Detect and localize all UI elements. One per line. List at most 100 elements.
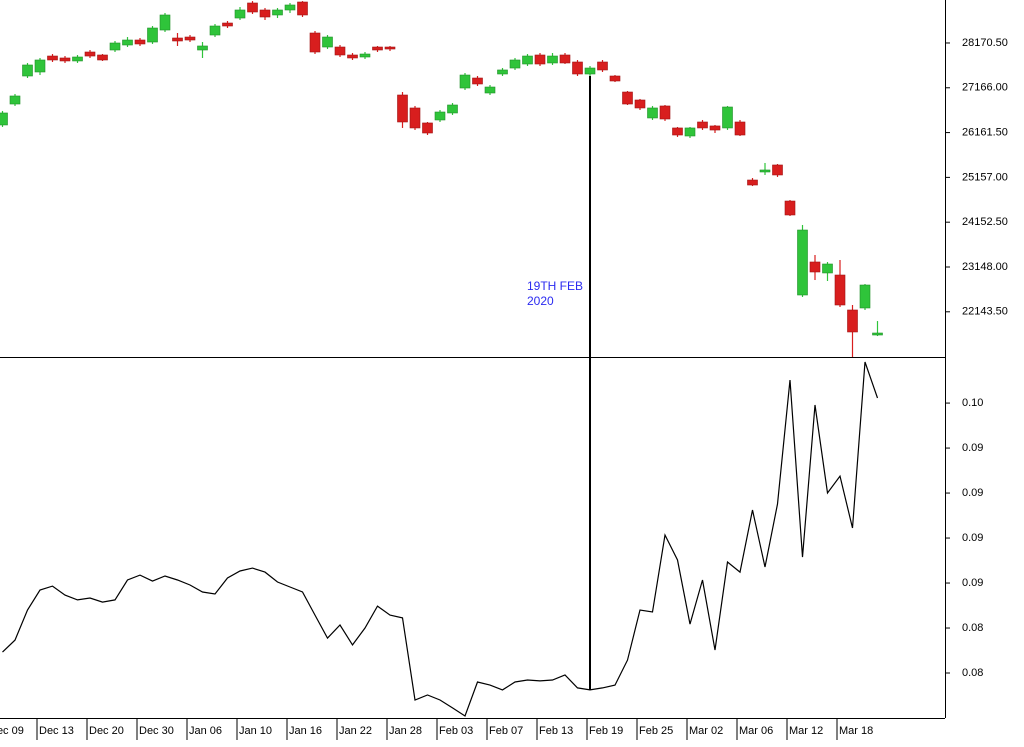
x-tick-label: Feb 25 bbox=[639, 725, 673, 737]
y-tick-label: 0.08 bbox=[962, 622, 983, 634]
candle-body bbox=[597, 61, 608, 71]
x-tick-label: Feb 03 bbox=[439, 725, 473, 737]
candle-body bbox=[434, 111, 446, 121]
x-tick-label: Mar 18 bbox=[839, 725, 873, 737]
candle-body bbox=[234, 9, 246, 19]
candle-body bbox=[509, 59, 521, 69]
x-tick-label: Feb 07 bbox=[489, 725, 523, 737]
candle-body bbox=[872, 332, 883, 336]
candle-body bbox=[797, 229, 808, 296]
x-tick-label: Feb 19 bbox=[589, 725, 623, 737]
candle-body bbox=[784, 200, 796, 216]
x-tick-label: Jan 06 bbox=[189, 725, 222, 737]
candle-body bbox=[559, 54, 571, 64]
candle-body bbox=[809, 261, 821, 273]
candle-body bbox=[372, 46, 383, 51]
candle-body bbox=[622, 91, 633, 105]
x-tick-label: Jan 10 bbox=[239, 725, 272, 737]
x-tick-label: Dec 09 bbox=[0, 725, 24, 737]
candle-body bbox=[447, 104, 458, 114]
candle-body bbox=[172, 37, 183, 42]
annotation: 19TH FEB bbox=[527, 279, 583, 293]
indicator-line bbox=[2, 361, 879, 717]
candle-body bbox=[147, 27, 158, 43]
candle-body bbox=[609, 75, 621, 82]
candle-body bbox=[709, 125, 721, 131]
candle-body bbox=[159, 14, 171, 31]
annotation: 2020 bbox=[527, 294, 554, 308]
candle-body bbox=[284, 4, 296, 11]
y-tick-label: 0.10 bbox=[962, 397, 983, 409]
candle-body bbox=[209, 25, 221, 36]
candle-body bbox=[84, 51, 96, 57]
candle-body bbox=[747, 179, 758, 186]
candle-body bbox=[47, 55, 58, 61]
x-tick-label: Mar 06 bbox=[739, 725, 773, 737]
candle-body bbox=[384, 46, 396, 50]
y-tick-label: 0.08 bbox=[962, 667, 983, 679]
plot-area bbox=[0, 1, 883, 717]
candle-body bbox=[72, 56, 83, 62]
candle-body bbox=[197, 45, 208, 51]
candle-body bbox=[297, 1, 308, 16]
x-tick-label: Dec 13 bbox=[39, 725, 74, 737]
candle-body bbox=[409, 107, 421, 129]
x-tick-label: Jan 28 bbox=[389, 725, 422, 737]
candle-body bbox=[59, 57, 71, 62]
candle-body bbox=[734, 121, 746, 136]
y-tick-label: 27166.00 bbox=[962, 82, 1008, 94]
candle-body bbox=[759, 169, 771, 173]
candle-body bbox=[659, 105, 671, 120]
candle-body bbox=[684, 127, 696, 137]
candle-body bbox=[334, 46, 346, 56]
candle-body bbox=[459, 74, 471, 89]
candle-body bbox=[547, 55, 558, 64]
candle-body bbox=[309, 32, 321, 53]
candle-body bbox=[22, 64, 33, 77]
candle-body bbox=[109, 42, 121, 51]
candle-body bbox=[422, 122, 433, 134]
x-tick-label: Dec 30 bbox=[139, 725, 174, 737]
candle-body bbox=[222, 22, 233, 27]
candle-body bbox=[184, 36, 196, 41]
candle-body bbox=[397, 94, 408, 123]
x-tick-label: Mar 02 bbox=[689, 725, 723, 737]
y-tick-label: 22143.50 bbox=[962, 306, 1008, 318]
y-tick-label: 0.09 bbox=[962, 577, 983, 589]
candle-body bbox=[584, 67, 596, 75]
y-tick-label: 28170.50 bbox=[962, 37, 1008, 49]
candle-body bbox=[472, 77, 483, 85]
x-tick-label: Feb 13 bbox=[539, 725, 573, 737]
candle-body bbox=[122, 39, 133, 46]
axes: 28170.50 27166.00 26161.50 25157.00 24152.50… bbox=[0, 37, 1008, 740]
candle-body bbox=[359, 53, 371, 58]
candle-body bbox=[572, 61, 583, 75]
y-tick-label: 24152.50 bbox=[962, 216, 1008, 228]
candle-body bbox=[34, 59, 46, 73]
candle-body bbox=[672, 127, 683, 136]
y-tick-label: 23148.00 bbox=[962, 261, 1008, 273]
y-tick-label: 0.09 bbox=[962, 532, 983, 544]
candle-body bbox=[134, 39, 146, 45]
candle-body bbox=[522, 55, 533, 65]
y-tick-label: 25157.00 bbox=[962, 171, 1008, 183]
candle-body bbox=[859, 284, 871, 309]
candle-body bbox=[259, 9, 271, 18]
candle-body bbox=[772, 164, 783, 176]
candle-body bbox=[497, 69, 508, 75]
candle-body bbox=[847, 309, 858, 333]
candle-body bbox=[722, 106, 733, 129]
candle-body bbox=[272, 9, 283, 16]
candle-body bbox=[247, 2, 258, 13]
x-tick-label: Mar 12 bbox=[789, 725, 823, 737]
y-tick-label: 0.09 bbox=[962, 442, 983, 454]
candle-body bbox=[347, 54, 358, 59]
x-tick-label: Jan 16 bbox=[289, 725, 322, 737]
candle-body bbox=[647, 107, 658, 119]
candle-body bbox=[9, 95, 21, 105]
x-tick-label: Dec 20 bbox=[89, 725, 124, 737]
candle-body bbox=[534, 54, 546, 65]
candle-body bbox=[822, 263, 833, 274]
candle-body bbox=[634, 99, 646, 109]
